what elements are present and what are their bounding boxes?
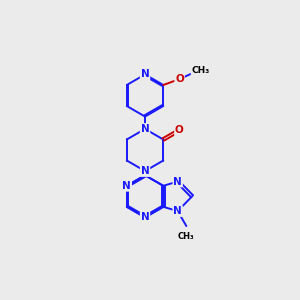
Text: O: O xyxy=(175,74,184,84)
Text: N: N xyxy=(141,166,149,176)
Text: N: N xyxy=(122,181,131,191)
Text: N: N xyxy=(141,212,149,222)
Text: N: N xyxy=(141,70,149,80)
Text: CH₃: CH₃ xyxy=(191,66,210,75)
Text: O: O xyxy=(175,125,184,135)
Text: N: N xyxy=(173,177,182,187)
Text: CH₃: CH₃ xyxy=(178,232,195,241)
Text: N: N xyxy=(141,124,149,134)
Text: N: N xyxy=(173,206,182,216)
